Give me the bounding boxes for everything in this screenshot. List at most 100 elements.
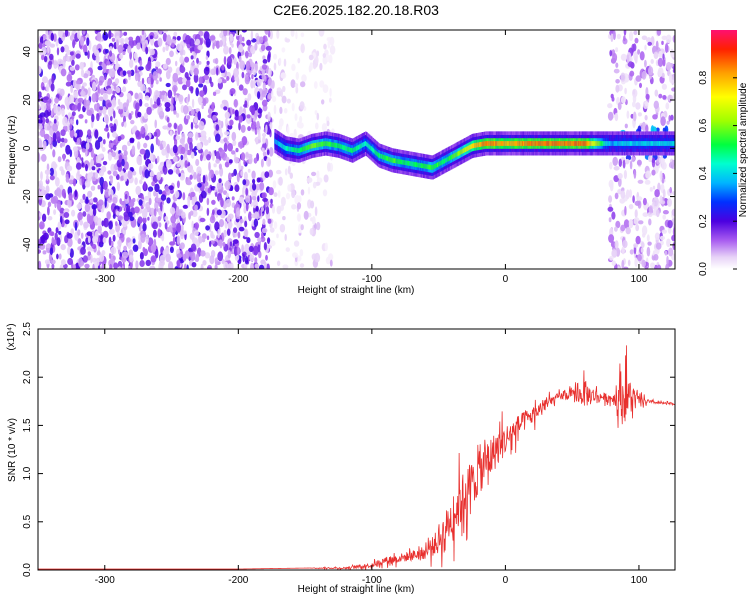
heatmap-noise-cell (108, 30, 112, 40)
heatmap-noise-cell (667, 220, 673, 229)
heatmap-noise-cell (39, 180, 43, 190)
heatmap-ridge-cell (336, 143, 338, 148)
heatmap-ridge-cell (327, 141, 330, 147)
heatmap-ridge-cell (375, 150, 377, 155)
heatmap-ridge-cell (308, 144, 310, 150)
heatmap-noise-cell (217, 120, 222, 126)
heatmap-noise-cell (99, 106, 103, 111)
heatmap-ridge-cell (650, 141, 652, 146)
heatmap-noise-cell (633, 217, 640, 225)
heatmap-noise-cell (109, 194, 113, 201)
heatmap-ridge-cell (662, 141, 664, 146)
heatmap-noise-cell (164, 185, 170, 192)
heatmap-noise-cell (666, 255, 669, 266)
heatmap-noise-cell (147, 186, 154, 192)
heatmap-ridge-cell (510, 141, 513, 146)
heatmap-noise-cell (612, 30, 616, 41)
heatmap-noise-cell (135, 260, 139, 269)
heatmap-noise-cell (50, 32, 54, 42)
heatmap-ridge-cell (417, 162, 419, 168)
heatmap-noise-cell (165, 44, 169, 52)
heatmap-noise-cell (108, 106, 113, 117)
heatmap-noise-cell (624, 87, 627, 95)
heatmap-noise-cell (246, 237, 251, 244)
heatmap-noise-cell (205, 55, 209, 60)
heatmap-noise-cell (182, 204, 189, 209)
heatmap-ridge-cell (391, 157, 393, 163)
heatmap-noise-cell (248, 52, 253, 58)
heatmap-noise-cell (632, 195, 635, 204)
heatmap-noise-cell (94, 140, 101, 150)
heatmap-noise-cell (282, 85, 286, 93)
heatmap-noise-cell (176, 35, 181, 41)
heatmap-noise-cell (57, 156, 62, 163)
heatmap-noise-cell (211, 101, 215, 112)
heatmap-noise-cell (329, 45, 336, 55)
heatmap-noise-cell (233, 99, 238, 108)
heatmap-noise-cell (56, 237, 61, 247)
heatmap-noise-cell (628, 204, 634, 210)
heatmap-noise-cell (267, 78, 272, 86)
heatmap-noise-cell (60, 129, 66, 137)
heatmap-noise-cell (61, 107, 65, 117)
heatmap-ridge-cell (524, 141, 526, 146)
heatmap-ridge-cell (672, 141, 675, 146)
heatmap-noise-cell (65, 81, 72, 87)
heatmap-noise-cell (118, 108, 124, 115)
heatmap-noise-cell (130, 119, 135, 125)
heatmap-noise-cell (140, 204, 144, 210)
heatmap-noise-cell (176, 253, 182, 259)
heatmap-ridge-cell (382, 154, 385, 160)
heatmap-noise-cell (246, 114, 251, 119)
heatmap-noise-cell (648, 205, 653, 214)
heatmap-noise-cell (63, 44, 70, 53)
heatmap-noise-cell (156, 171, 162, 181)
heatmap-ridge-cell (648, 141, 650, 146)
heatmap-noise-cell (661, 72, 665, 79)
heatmap-noise-cell (73, 90, 79, 99)
heatmap-noise-cell (179, 65, 186, 74)
heatmap-noise-cell (176, 180, 180, 189)
heatmap-ridge-cell (555, 141, 558, 146)
heatmap-noise-cell (189, 142, 193, 151)
heatmap-noise-cell (633, 243, 639, 248)
heatmap-noise-cell (190, 55, 194, 60)
heatmap-noise-cell (667, 198, 672, 207)
heatmap-noise-cell (238, 161, 242, 171)
heatmap-noise-cell (230, 185, 234, 191)
heatmap-ridge-cell (293, 147, 295, 153)
heatmap-noise-cell (44, 259, 51, 265)
heatmap-noise-cell (112, 170, 118, 177)
heatmap-noise-cell (134, 92, 139, 100)
heatmap-ridge-cell (519, 141, 521, 146)
heatmap-ridge-cell (530, 141, 533, 146)
heatmap-noise-cell (257, 91, 261, 100)
heatmap-noise-cell (198, 236, 203, 244)
y-tick-label: 1.5 (22, 418, 33, 432)
heatmap-noise-cell (134, 206, 140, 214)
heatmap-ridge-cell (624, 141, 626, 146)
heatmap-noise-cell (232, 108, 235, 115)
heatmap-noise-cell (143, 142, 148, 149)
heatmap-noise-cell (637, 112, 642, 117)
heatmap-noise-cell (661, 35, 668, 40)
heatmap-noise-cell (190, 109, 195, 116)
heatmap-ridge-cell (595, 141, 597, 146)
heatmap-noise-cell (241, 71, 245, 79)
heatmap-ridge-cell (341, 144, 344, 150)
heatmap-ridge-cell (667, 141, 670, 146)
heatmap-noise-cell (660, 158, 666, 163)
snr-frame (37, 328, 676, 571)
heatmap-noise-cell (639, 51, 645, 61)
heatmap-noise-cell (668, 73, 673, 83)
heatmap-noise-cell (179, 172, 185, 181)
heatmap-noise-cell (150, 244, 157, 253)
heatmap-noise-cell (132, 170, 137, 176)
heatmap-noise-cell (252, 79, 256, 89)
heatmap-noise-cell (611, 96, 615, 102)
heatmap-noise-cell (265, 45, 272, 51)
heatmap-noise-cell (65, 144, 71, 155)
heatmap-ridge-cell (429, 164, 432, 170)
heatmap-noise-cell (72, 39, 76, 49)
